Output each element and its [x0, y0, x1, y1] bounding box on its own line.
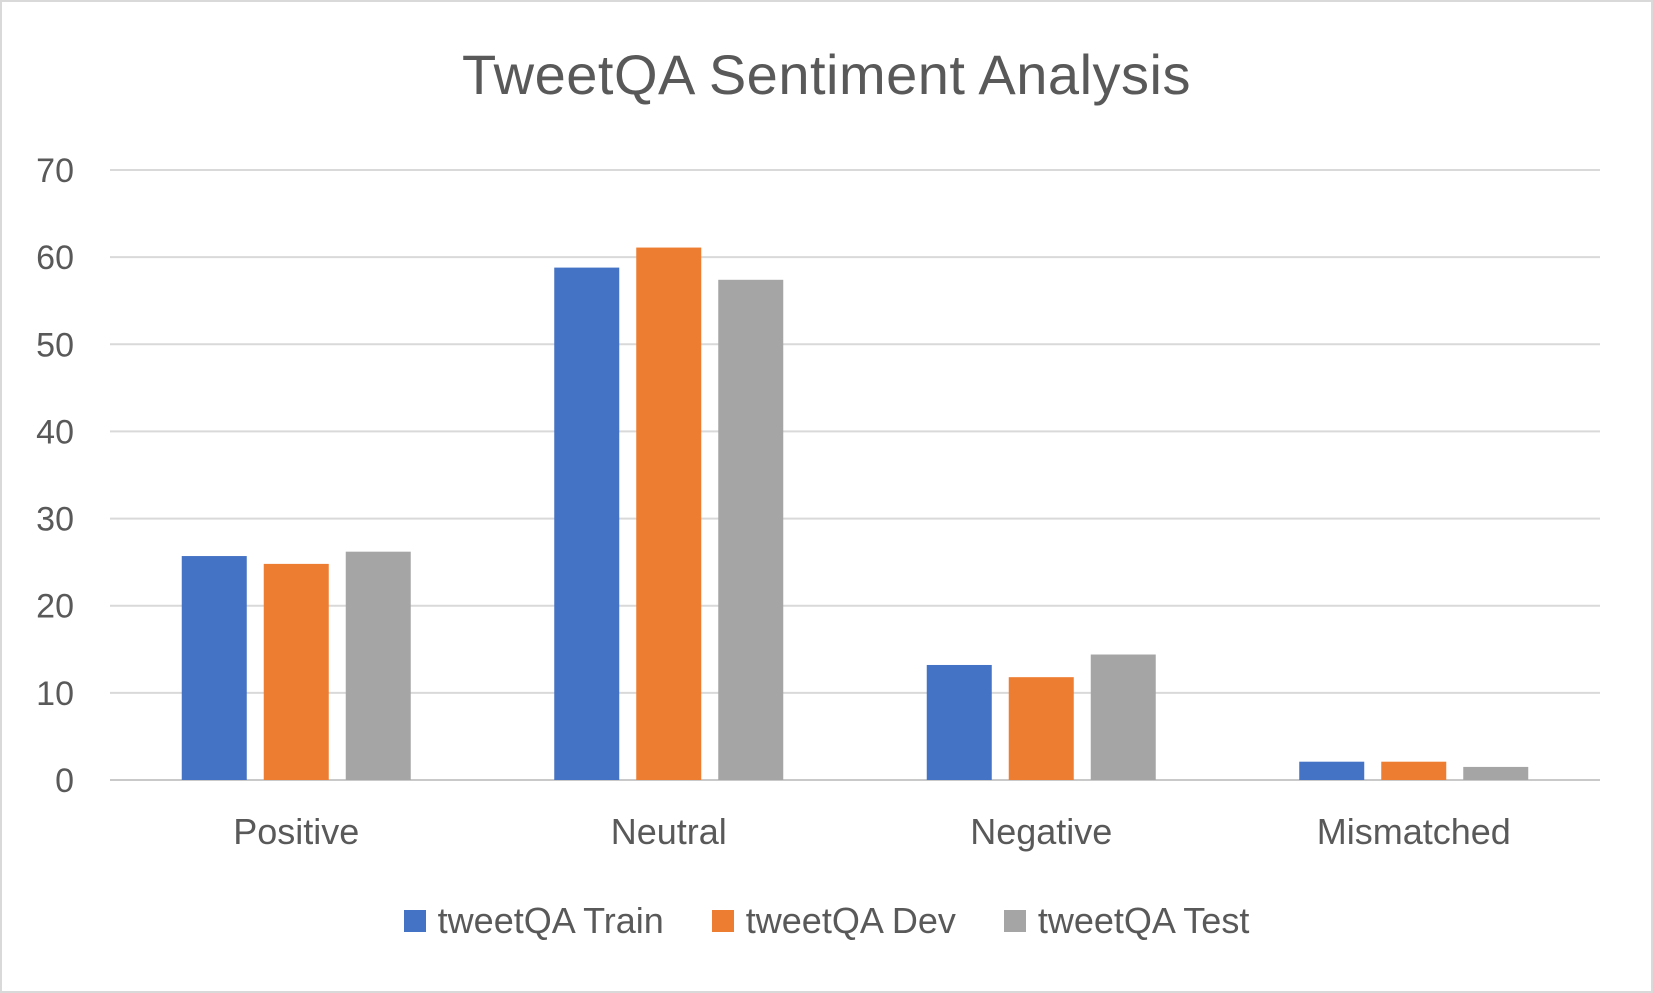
bar-negative-tweetqa-dev	[1008, 677, 1074, 780]
legend-swatch	[403, 910, 426, 932]
y-tick-label: 70	[36, 152, 74, 190]
x-axis-ticks: Positive Neutral Negative Mismatched	[233, 811, 1511, 852]
y-tick-label: 40	[36, 413, 74, 451]
legend-label: tweetQA Test	[1037, 900, 1250, 941]
bar-positive-tweetqa-train	[181, 556, 247, 780]
bar-positive-tweetqa-test	[345, 551, 411, 780]
y-axis-ticks: 0 10 20 30 40 50 60 70	[36, 152, 74, 800]
bar-negative-tweetqa-train	[926, 664, 992, 780]
legend-item: tweetQA Test	[1003, 900, 1250, 942]
legend-swatch	[711, 910, 734, 932]
gridlines	[110, 169, 1600, 781]
x-tick-label: Neutral	[611, 811, 727, 852]
bar-mismatched-tweetqa-dev	[1381, 761, 1447, 780]
y-tick-label: 50	[36, 326, 74, 364]
y-tick-label: 20	[36, 588, 74, 626]
bar-mismatched-tweetqa-test	[1463, 766, 1529, 780]
bar-neutral-tweetqa-dev	[636, 247, 702, 781]
legend-item: tweetQA Train	[403, 900, 664, 942]
legend-swatch	[1003, 910, 1026, 932]
x-tick-label: Mismatched	[1317, 811, 1511, 852]
bar-negative-tweetqa-test	[1090, 654, 1156, 780]
legend-label: tweetQA Train	[437, 900, 664, 941]
y-tick-label: 10	[36, 675, 74, 713]
bar-positive-tweetqa-dev	[263, 563, 329, 780]
legend-item: tweetQA Dev	[711, 900, 956, 942]
legend: tweetQA Train tweetQA Dev tweetQA Test	[0, 900, 1653, 942]
bars	[181, 247, 1529, 781]
legend-label: tweetQA Dev	[745, 900, 956, 941]
x-tick-label: Negative	[970, 811, 1112, 852]
x-tick-label: Positive	[233, 811, 359, 852]
bar-neutral-tweetqa-test	[718, 279, 784, 780]
y-tick-label: 30	[36, 501, 74, 539]
bar-mismatched-tweetqa-train	[1299, 761, 1365, 780]
chart-title: TweetQA Sentiment Analysis	[462, 43, 1191, 106]
y-tick-label: 0	[55, 762, 74, 800]
y-tick-label: 60	[36, 239, 74, 277]
bar-neutral-tweetqa-train	[554, 267, 620, 781]
